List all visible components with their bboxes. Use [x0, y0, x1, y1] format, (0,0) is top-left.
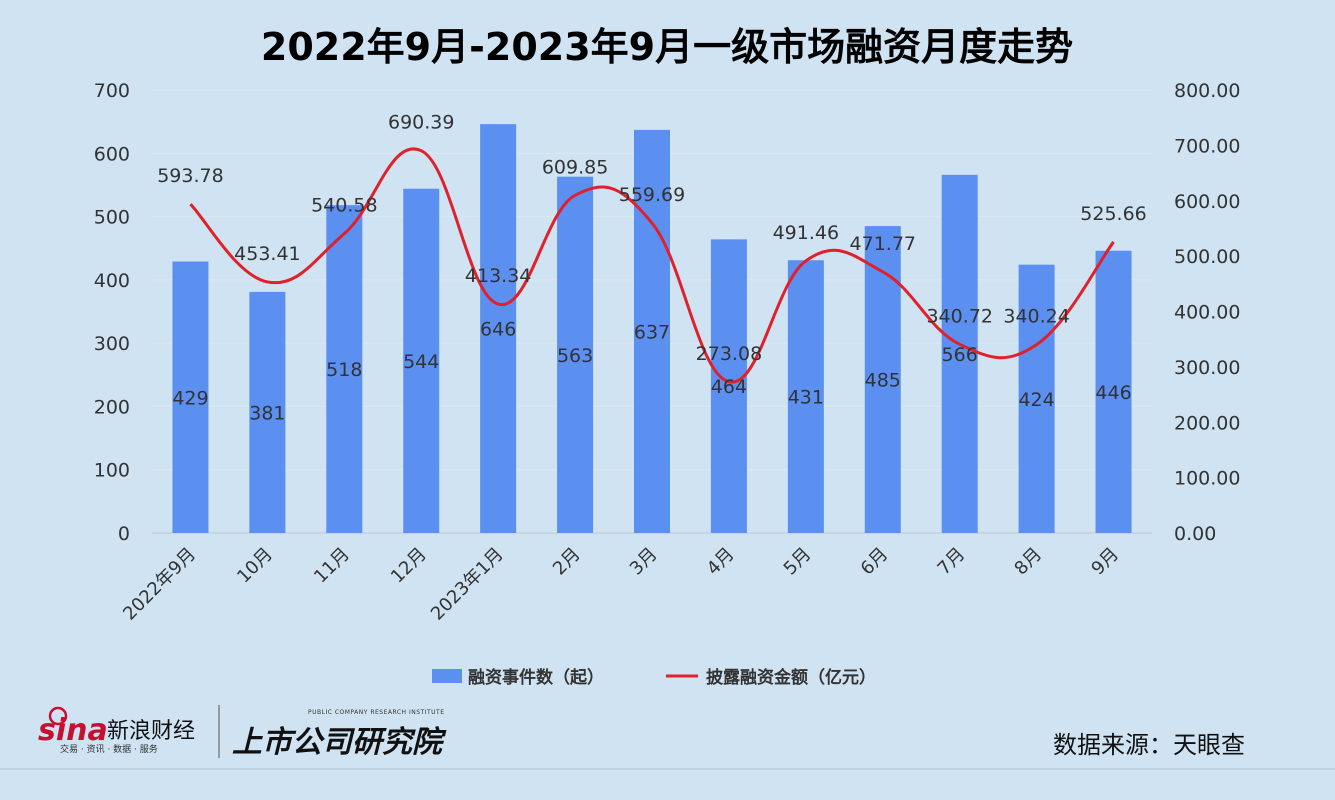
bar-data-label: 544	[403, 351, 439, 373]
line-data-label: 609.85	[542, 156, 608, 178]
bar	[480, 124, 517, 533]
line-data-label: 453.41	[234, 243, 300, 265]
legend-label-line: 披露融资金额（亿元）	[706, 667, 876, 688]
sina-tagline: 交易 · 资讯 · 数据 · 服务	[60, 743, 158, 755]
bar	[1018, 264, 1055, 533]
left-axis-tick-label: 100	[94, 460, 130, 482]
institute-english-name: PUBLIC COMPANY RESEARCH INSTITUTE	[308, 709, 444, 716]
left-axis-tick-label: 300	[94, 333, 130, 355]
right-axis: 0.00 100.00 200.00 300.00 400.00 500.00 600.00…	[1174, 80, 1240, 545]
bar	[326, 205, 363, 533]
bar-data-label: 429	[172, 387, 208, 409]
x-axis-tick-label: 7月	[934, 544, 970, 580]
sina-logo: sina 新浪财经 交易 · 资讯 · 数据 · 服务	[38, 706, 195, 755]
left-axis-tick-label: 200	[94, 396, 130, 418]
line-data-label: 540.58	[311, 195, 377, 217]
x-axis-tick-label: 10月	[233, 544, 277, 588]
line-data-label: 525.66	[1080, 203, 1146, 225]
line-data-label: 593.78	[157, 165, 223, 187]
right-axis-tick-label: 600.00	[1174, 191, 1240, 213]
bar	[557, 176, 594, 534]
sina-eye-icon	[48, 706, 68, 726]
bar	[403, 188, 440, 533]
x-axis-tick-label: 2022年9月	[119, 544, 200, 625]
right-axis-tick-label: 0.00	[1174, 523, 1216, 545]
x-axis-tick-label: 9月	[1087, 544, 1123, 580]
bar-data-label: 637	[634, 321, 670, 343]
bar	[1095, 250, 1132, 533]
line-series	[189, 147, 1115, 384]
line-data-label: 340.72	[926, 305, 992, 327]
bar-data-label: 446	[1095, 382, 1131, 404]
left-axis: 0 100 200 300 400 500 600 700	[94, 80, 130, 545]
x-axis-tick-label: 4月	[703, 544, 739, 580]
bar-data-label: 566	[942, 344, 978, 366]
bar-data-label: 424	[1018, 389, 1054, 411]
left-axis-tick-label: 500	[94, 207, 130, 229]
line-data-label: 690.39	[388, 112, 454, 134]
line-data-label: 471.77	[850, 233, 916, 255]
bar-data-label: 431	[788, 387, 824, 409]
x-axis-tick-label: 12月	[387, 544, 431, 588]
bar	[249, 291, 286, 533]
x-axis-tick-label: 8月	[1010, 544, 1046, 580]
bar-data-label: 646	[480, 319, 516, 341]
legend-swatch-bar	[432, 669, 462, 683]
bar-series	[172, 124, 1132, 534]
right-axis-tick-label: 500.00	[1174, 246, 1240, 268]
legend: 融资事件数（起） 披露融资金额（亿元）	[432, 667, 876, 688]
chart-title: 2022年9月-2023年9月一级市场融资月度走势	[261, 25, 1073, 69]
sina-finance-name: 新浪财经	[107, 719, 195, 744]
bar	[864, 226, 901, 534]
bar	[787, 260, 824, 533]
data-source: 数据来源：天眼查	[1053, 731, 1245, 759]
left-axis-tick-label: 0	[118, 523, 130, 545]
legend-label-bar: 融资事件数（起）	[468, 667, 604, 688]
bar-data-labels: 429 381 518 544 646 563 637 464 431 485 566 424 446	[172, 319, 1131, 425]
bar-data-label: 381	[249, 402, 285, 424]
bar	[172, 261, 209, 533]
right-axis-tick-label: 400.00	[1174, 302, 1240, 324]
x-axis-tick-label: 2月	[549, 544, 585, 580]
x-axis-tick-label: 2023年1月	[427, 544, 508, 625]
bar-data-label: 518	[326, 359, 362, 381]
line-data-label: 273.08	[696, 343, 762, 365]
x-axis-tick-label: 3月	[626, 544, 662, 580]
right-axis-tick-label: 300.00	[1174, 357, 1240, 379]
right-axis-tick-label: 700.00	[1174, 135, 1240, 157]
line-data-label: 340.24	[1003, 306, 1069, 328]
line-data-label: 413.34	[465, 265, 531, 287]
bar	[634, 129, 670, 533]
left-axis-tick-label: 700	[94, 80, 130, 102]
line-data-label: 559.69	[619, 184, 685, 206]
x-axis-tick-label: 6月	[857, 544, 893, 580]
bar	[941, 174, 978, 533]
right-axis-tick-label: 100.00	[1174, 468, 1240, 490]
footer: sina 新浪财经 交易 · 资讯 · 数据 · 服务 PUBLIC COMPA…	[0, 705, 1335, 770]
x-axis-tick-label: 11月	[310, 544, 354, 588]
sina-wordmark: sina	[38, 713, 108, 748]
line-path	[189, 147, 1115, 384]
right-axis-tick-label: 800.00	[1174, 80, 1240, 102]
line-data-label: 491.46	[773, 222, 839, 244]
institute-name: 上市公司研究院	[232, 725, 447, 760]
left-axis-tick-label: 600	[94, 143, 130, 165]
bar	[710, 239, 747, 533]
right-axis-tick-label: 200.00	[1174, 412, 1240, 434]
line-data-labels: 593.78 453.41 540.58 690.39 413.34 609.85 559.…	[157, 112, 1147, 365]
x-axis-tick-label: 5月	[780, 544, 816, 580]
left-axis-tick-label: 400	[94, 270, 130, 292]
bar-data-label: 464	[711, 376, 747, 398]
institute-logo: PUBLIC COMPANY RESEARCH INSTITUTE 上市公司研究…	[232, 709, 447, 760]
bar-data-label: 563	[557, 345, 593, 367]
bar-data-label: 485	[865, 370, 901, 392]
